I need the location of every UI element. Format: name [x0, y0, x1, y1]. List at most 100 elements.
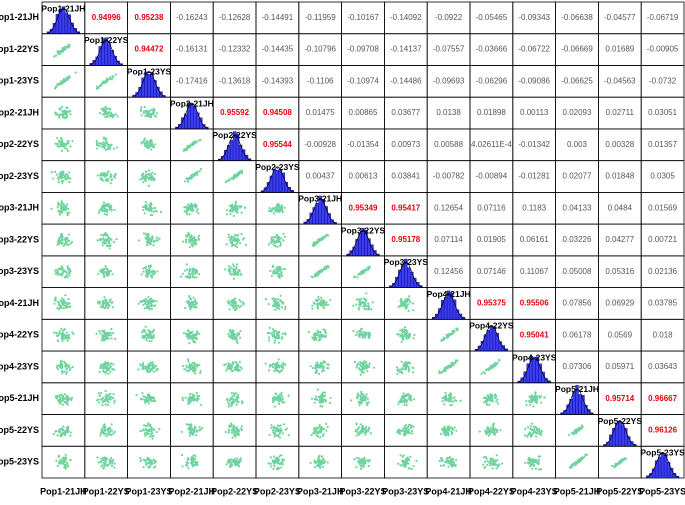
scatter-dot [367, 331, 371, 334]
scatter-dot [57, 176, 60, 180]
scatter-dot [401, 394, 404, 398]
scatter-dot [277, 238, 280, 241]
scatter-dot [363, 297, 366, 300]
scatter-dot [408, 332, 412, 336]
scatter-dot [528, 403, 532, 406]
scatter-dot [105, 267, 108, 270]
scatter-dot [268, 326, 271, 329]
scatter-dot [273, 341, 276, 344]
scatter-dot [275, 333, 278, 337]
scatter-dot [196, 399, 199, 402]
scatter-dot [149, 369, 152, 372]
scatter-dot [105, 238, 108, 241]
correlation-label: 0.03226 [563, 235, 592, 244]
scatter-dot [58, 330, 61, 333]
scatter-panel [482, 393, 500, 407]
scatter-panel [264, 358, 287, 374]
correlation-label: -0.09693 [433, 76, 465, 85]
scatter-dot [273, 339, 276, 342]
scatter-dot [109, 365, 112, 368]
scatter-dot [65, 398, 68, 401]
scatter-dot [193, 269, 196, 272]
scatter-dot [192, 369, 195, 372]
scatter-dot [235, 267, 238, 271]
scatter-dot [233, 333, 237, 336]
scatter-dot [67, 297, 70, 301]
scatter-dot [150, 307, 154, 311]
scatter-dot [365, 292, 368, 295]
scatter-dot [195, 429, 198, 432]
scatter-dot [283, 235, 286, 238]
scatter-dot [68, 180, 71, 184]
scatter-dot [275, 434, 278, 437]
scatter-dot [356, 392, 359, 395]
scatter-dot [274, 244, 277, 248]
scatter-dot [488, 428, 491, 431]
scatter-dot [66, 339, 69, 342]
scatter-dot [234, 203, 237, 207]
scatter-panel [181, 232, 201, 249]
scatter-dot [100, 429, 103, 432]
scatter-dot [404, 367, 407, 370]
scatter-dot [319, 436, 322, 439]
scatter-panel [95, 73, 117, 90]
scatter-dot [103, 275, 106, 279]
scatter-dot [190, 331, 193, 335]
scatter-dot [276, 430, 280, 433]
scatter-dot [144, 170, 148, 174]
scatter-dot [491, 366, 494, 369]
scatter-panel [50, 170, 72, 184]
scatter-dot [100, 233, 103, 236]
scatter-dot [231, 370, 234, 373]
scatter-dot [111, 460, 114, 463]
scatter-dot [98, 142, 101, 145]
scatter-panel [266, 326, 287, 344]
scatter-dot [229, 465, 232, 469]
correlation-label: 0.95238 [135, 13, 164, 22]
scatter-dot [62, 203, 65, 206]
scatter-dot [154, 460, 157, 464]
scatter-dot [399, 297, 403, 301]
scatter-dot [199, 369, 202, 373]
scatter-dot [102, 201, 106, 204]
scatter-dot [59, 267, 62, 270]
scatter-panel [139, 422, 161, 440]
scatter-dot [538, 427, 541, 431]
scatter-dot [104, 337, 107, 341]
scatter-dot [235, 459, 238, 462]
scatter-dot [495, 394, 498, 397]
scatter-dot [149, 201, 152, 205]
histogram-bar [229, 140, 234, 161]
scatter-dot [140, 106, 143, 109]
scatter-dot [235, 304, 238, 307]
scatter-dot [311, 336, 314, 339]
scatter-dot [64, 453, 67, 456]
scatter-panel [568, 424, 584, 436]
scatter-dot [62, 457, 65, 460]
scatter-dot [439, 432, 443, 436]
scatter-dot [155, 369, 158, 372]
correlation-label: 0.02077 [563, 172, 592, 181]
scatter-dot [150, 275, 154, 278]
scatter-dot [189, 308, 192, 311]
scatter-dot [112, 363, 115, 366]
scatter-dot [359, 431, 362, 434]
correlation-label: 0.95592 [220, 108, 249, 117]
correlation-label: -0.12628 [219, 13, 251, 22]
scatter-dot [228, 328, 232, 332]
scatter-dot [151, 437, 154, 440]
scatter-dot [57, 455, 60, 459]
scatter-dot [276, 245, 279, 248]
scatter-panel [478, 422, 502, 437]
scatter-dot [188, 304, 191, 307]
scatter-dot [233, 264, 236, 268]
scatter-dot [153, 270, 156, 273]
scatter-dot [192, 340, 195, 344]
scatter-dot [63, 328, 67, 331]
scatter-dot [407, 334, 410, 338]
scatter-dot [57, 204, 60, 207]
scatter-dot [186, 329, 190, 332]
scatter-dot [63, 393, 67, 396]
correlation-label: -0.01354 [347, 140, 379, 149]
scatter-dot [188, 342, 191, 345]
